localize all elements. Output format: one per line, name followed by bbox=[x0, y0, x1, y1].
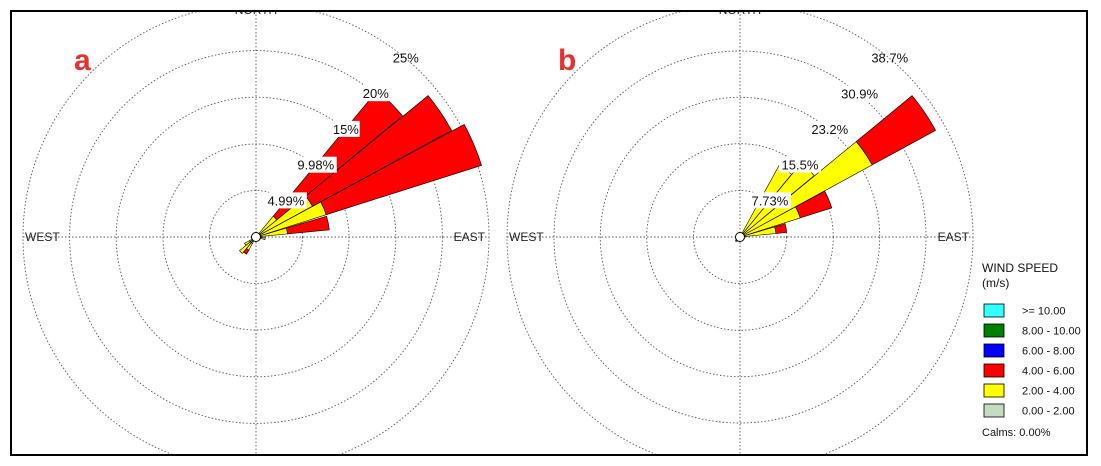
panel-b-calm-circle bbox=[735, 232, 745, 242]
legend-label-2: 6.00 - 8.00 bbox=[1022, 346, 1075, 358]
panel-a-ring-label-bg-2 bbox=[294, 156, 337, 173]
panel-a-ring-label-bg-4 bbox=[362, 85, 390, 102]
panel-a-label-north: NORTH bbox=[235, 12, 277, 17]
panel-a-petal-225-bin-1 bbox=[239, 241, 252, 254]
panel-b-petal-79-bin-2 bbox=[774, 223, 788, 234]
panel-b-ring-label-5: 38.7% bbox=[871, 51, 908, 66]
panel-b-ring-label-bg-4 bbox=[838, 85, 881, 102]
panel-b-label-north: NORTH bbox=[719, 12, 761, 17]
panel-b-ring-label-bg-2 bbox=[779, 156, 821, 173]
panel-b-ring-label-3: 23.2% bbox=[811, 122, 848, 137]
legend-swatch-0 bbox=[983, 303, 1005, 318]
panel-b-ring-1 bbox=[693, 190, 787, 284]
legend-label-0: >= 10.00 bbox=[1022, 306, 1065, 318]
panel-a-petal-56-bin-2 bbox=[305, 95, 453, 207]
legend-label-4: 2.00 - 4.00 bbox=[1022, 386, 1075, 398]
panel-b-petal-56-bin-2 bbox=[855, 95, 937, 166]
panel-b-petal-56-bin-1 bbox=[741, 141, 873, 237]
panel-b-ring-label-2: 15.5% bbox=[782, 158, 819, 173]
panel-a-ring-label-4: 20% bbox=[363, 86, 389, 101]
panel-b-label-east: EAST bbox=[938, 230, 970, 244]
legend-title: WIND SPEED bbox=[982, 261, 1058, 275]
panel-a-ring-1 bbox=[209, 190, 303, 284]
panel-a-ring-label-bg-1 bbox=[264, 192, 307, 209]
legend-calms: Calms: 0.00% bbox=[982, 427, 1051, 439]
panel-a-petal-67-bin-2 bbox=[320, 123, 482, 216]
legend-swatch-1 bbox=[983, 323, 1005, 338]
legend-label-3: 4.00 - 6.00 bbox=[1022, 366, 1075, 378]
panel-b-ring-label-bg-1 bbox=[748, 192, 791, 209]
figure-frame: NORTHSOUTHEASTWEST4.99%9.98%15%20%25%aNO… bbox=[10, 10, 1088, 456]
legend-swatch-4 bbox=[983, 383, 1005, 398]
wind-rose-figure: NORTHSOUTHEASTWEST4.99%9.98%15%20%25%aNO… bbox=[22, 12, 1081, 454]
panel-a-ring-3 bbox=[115, 96, 397, 378]
legend-swatch-2 bbox=[983, 343, 1005, 358]
panel-b-ring-label-4: 30.9% bbox=[841, 86, 878, 101]
legend-label-1: 8.00 - 10.00 bbox=[1022, 326, 1081, 338]
panel-a-ring-label-bg-3 bbox=[332, 120, 360, 137]
panel-a-ring-label-3: 15% bbox=[333, 122, 359, 137]
panel-a-ring-label-1: 4.99% bbox=[267, 193, 304, 208]
panel-b-ring-label-1: 7.73% bbox=[751, 193, 788, 208]
legend-unit: (m/s) bbox=[982, 276, 1009, 290]
panel-b-petal-67-bin-2 bbox=[795, 190, 833, 219]
legend-label-5: 0.00 - 2.00 bbox=[1022, 406, 1075, 418]
panel-a-petal-79-bin-2 bbox=[286, 215, 330, 235]
panel-a-label-east: EAST bbox=[454, 230, 486, 244]
panel-b-letter: b bbox=[558, 44, 576, 77]
panel-b-ring-label-bg-3 bbox=[808, 121, 851, 137]
panel-a-ring-label-5: 25% bbox=[393, 51, 419, 66]
panel-b-ring-3 bbox=[599, 96, 881, 378]
panel-a-letter: a bbox=[74, 44, 91, 77]
legend-swatch-5 bbox=[983, 403, 1005, 418]
panel-a-label-west: WEST bbox=[25, 230, 60, 244]
panel-b-label-west: WEST bbox=[509, 230, 544, 244]
panel-a-calm-circle bbox=[251, 232, 261, 242]
panel-a-petal-236-bin-1 bbox=[244, 240, 251, 246]
panel-a-ring-label-2: 9.98% bbox=[297, 158, 334, 173]
legend-swatch-3 bbox=[983, 363, 1005, 378]
